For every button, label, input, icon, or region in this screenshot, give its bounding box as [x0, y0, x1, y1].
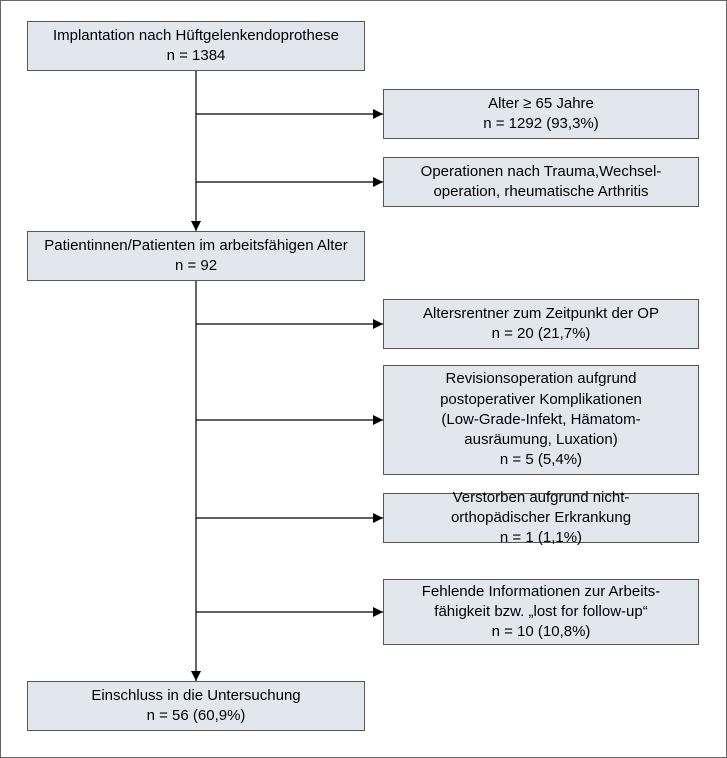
node-text: Verstorben aufgrund nicht- — [453, 488, 630, 508]
node-text: Revisionsoperation aufgrund — [446, 369, 637, 389]
figure-frame: Implantation nach Hüftgelenkendoprothese… — [0, 0, 727, 758]
node-text: ausräumung, Luxation) — [464, 430, 617, 450]
node-text: n = 92 — [175, 256, 217, 276]
node-text: Alter ≥ 65 Jahre — [488, 94, 594, 114]
node-exclusion-age65: Alter ≥ 65 Jahre n = 1292 (93,3%) — [383, 89, 699, 139]
flowchart-canvas: Implantation nach Hüftgelenkendoprothese… — [9, 9, 718, 749]
node-text: Einschluss in die Untersuchung — [91, 686, 300, 706]
node-inclusion: Einschluss in die Untersuchung n = 56 (6… — [27, 681, 365, 731]
node-exclusion-deceased: Verstorben aufgrund nicht- orthopädische… — [383, 493, 699, 543]
node-text: operation, rheumatische Arthritis — [433, 182, 648, 202]
node-text: n = 1384 — [167, 46, 226, 66]
node-text: Altersrentner zum Zeitpunkt der OP — [423, 304, 659, 324]
node-text: Fehlende Informationen zur Arbeits- — [422, 582, 660, 602]
node-start: Implantation nach Hüftgelenkendoprothese… — [27, 21, 365, 71]
node-text: fähigkeit bzw. „lost for follow-up“ — [434, 602, 647, 622]
node-text: n = 10 (10,8%) — [492, 622, 591, 642]
node-text: (Low-Grade-Infekt, Hämatom- — [441, 410, 640, 430]
node-text: Patientinnen/Patienten im arbeitsfähigen… — [44, 236, 348, 256]
node-text: n = 56 (60,9%) — [147, 706, 246, 726]
node-text: orthopädischer Erkrankung — [451, 508, 631, 528]
node-exclusion-revision: Revisionsoperation aufgrund postoperativ… — [383, 365, 699, 475]
node-text: postoperativer Komplikationen — [440, 390, 642, 410]
node-text: n = 5 (5,4%) — [500, 450, 582, 470]
node-text: n = 1 (1,1%) — [500, 528, 582, 548]
node-text: n = 20 (21,7%) — [492, 324, 591, 344]
node-working-age: Patientinnen/Patienten im arbeitsfähigen… — [27, 231, 365, 281]
node-exclusion-pensioner: Altersrentner zum Zeitpunkt der OP n = 2… — [383, 299, 699, 349]
node-text: n = 1292 (93,3%) — [483, 114, 599, 134]
node-text: Implantation nach Hüftgelenkendoprothese — [53, 26, 339, 46]
node-text: Operationen nach Trauma,Wechsel- — [421, 162, 662, 182]
node-exclusion-lost-followup: Fehlende Informationen zur Arbeits- fähi… — [383, 579, 699, 645]
node-exclusion-trauma: Operationen nach Trauma,Wechsel- operati… — [383, 157, 699, 207]
